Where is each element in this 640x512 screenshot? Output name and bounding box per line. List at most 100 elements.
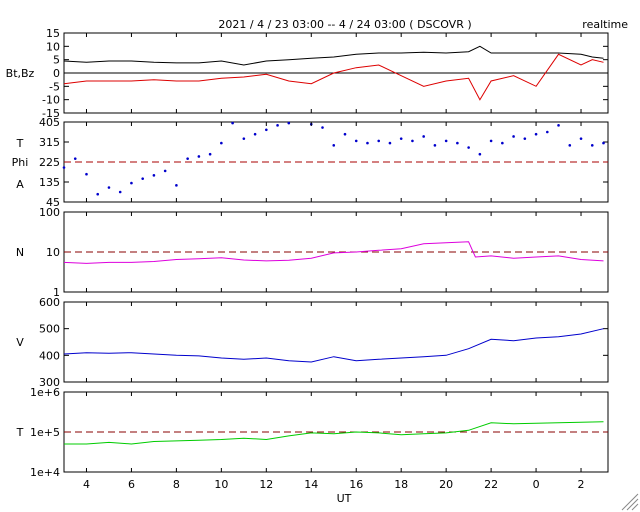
angle-point [590, 144, 594, 147]
angle-point [523, 137, 527, 140]
angle-point [568, 144, 572, 147]
angle-point [343, 132, 347, 136]
series-line-bt [63, 45, 604, 66]
angle-point [276, 124, 279, 127]
panel-density: 100 10 1 N [16, 206, 609, 299]
angle-point [399, 137, 403, 140]
panels: 151050-5-10-15Bt,Bz40531522513545TPhiA10… [6, 27, 609, 479]
angle-point [163, 169, 167, 173]
angle-point [456, 141, 459, 145]
angle-point [220, 141, 223, 145]
angle-point [73, 157, 77, 160]
angle-point [478, 152, 482, 156]
x-tick-label: 18 [394, 478, 408, 491]
panel-frame [63, 301, 609, 383]
angle-point [411, 139, 414, 143]
y-tick-label: 100 [39, 206, 60, 219]
y-axis-label: A [16, 178, 24, 191]
angle-point [433, 144, 437, 147]
y-tick-label: 1e+5 [30, 426, 60, 439]
angle-point [377, 139, 381, 143]
x-tick-label: 2 [578, 478, 585, 491]
series-line-t [64, 421, 604, 445]
y-axis-label: T [16, 137, 24, 150]
series-line-bz [63, 53, 604, 101]
angle-point [175, 184, 178, 187]
plot-title: 2021 / 4 / 23 03:00 -- 4 / 24 03:00 ( DS… [218, 18, 471, 31]
angle-point [602, 141, 605, 145]
angle-point [265, 128, 268, 132]
angle-point [354, 139, 358, 143]
y-tick-label: 1 [53, 286, 60, 299]
panel-temperature: 1e+6 1e+5 1e+4 T [16, 386, 609, 479]
y-tick-label: 600 [39, 296, 60, 309]
x-tick-label: 6 [128, 478, 135, 491]
angle-point [231, 121, 234, 125]
angle-point [579, 137, 583, 140]
x-tick-label: 10 [214, 478, 228, 491]
y-axis-label: Phi [12, 156, 29, 169]
x-tick-label: 22 [484, 478, 498, 491]
y-axis-label: N [16, 246, 24, 259]
x-axis-ticks: 4 6 8 10 12 14 16 18 20 22 0 2 [83, 478, 585, 491]
angle-point [62, 166, 66, 169]
panel-velocity: 600 500 400 300 V [16, 296, 609, 389]
angle-point [107, 186, 111, 189]
x-tick-label: 14 [304, 478, 318, 491]
angle-point [467, 146, 470, 149]
x-tick-label: 20 [439, 478, 453, 491]
angle-point [512, 135, 515, 138]
y-tick-label: -15 [42, 107, 60, 120]
x-tick-label: 4 [83, 478, 90, 491]
x-tick-label: 12 [259, 478, 273, 491]
y-tick-label: 10 [46, 246, 60, 259]
y-tick-label: 1e+6 [30, 386, 60, 399]
y-tick-label: 315 [39, 136, 60, 149]
series-line-n [63, 241, 604, 264]
angle-point [557, 124, 560, 127]
series-line-v [63, 328, 604, 363]
y-axis-label: V [16, 336, 24, 349]
y-tick-label: 225 [39, 156, 60, 169]
angle-point [287, 121, 291, 125]
realtime-label: realtime [582, 18, 628, 31]
angle-point [501, 141, 504, 145]
angle-point [118, 190, 122, 194]
angle-point [242, 137, 246, 140]
y-tick-label: -10 [42, 94, 60, 107]
y-tick-label: 500 [39, 323, 60, 336]
angle-point [141, 177, 144, 180]
x-tick-label: 8 [173, 478, 180, 491]
y-tick-label: -5 [49, 80, 60, 93]
y-tick-label: 135 [39, 176, 60, 189]
angle-point [332, 144, 336, 147]
angle-point [321, 126, 324, 129]
angle-point [444, 139, 448, 143]
angle-point [186, 157, 189, 160]
angle-point [208, 152, 212, 156]
y-axis-label: Bt,Bz [6, 67, 35, 80]
angle-point [534, 132, 538, 136]
y-tick-label: 5 [53, 54, 60, 67]
x-axis-label: UT [337, 492, 352, 505]
angle-point [489, 139, 493, 143]
angle-point [422, 135, 425, 138]
angle-point [388, 141, 392, 145]
angle-point [85, 172, 88, 176]
angle-point [152, 174, 156, 177]
resize-grip-icon[interactable] [621, 493, 639, 511]
y-tick-label: 10 [46, 40, 60, 53]
panel-angle: 405 315 225 135 45 T Phi A [12, 116, 609, 209]
angle-point [253, 132, 257, 136]
x-tick-label: 16 [349, 478, 363, 491]
y-tick-label: 15 [46, 27, 60, 40]
angle-point [96, 192, 100, 196]
y-tick-label: 300 [39, 376, 60, 389]
y-tick-label: 45 [46, 196, 60, 209]
angle-point [546, 130, 549, 134]
angle-point [197, 155, 201, 158]
y-tick-label: 0 [53, 67, 60, 80]
y-axis-label: T [16, 426, 24, 439]
